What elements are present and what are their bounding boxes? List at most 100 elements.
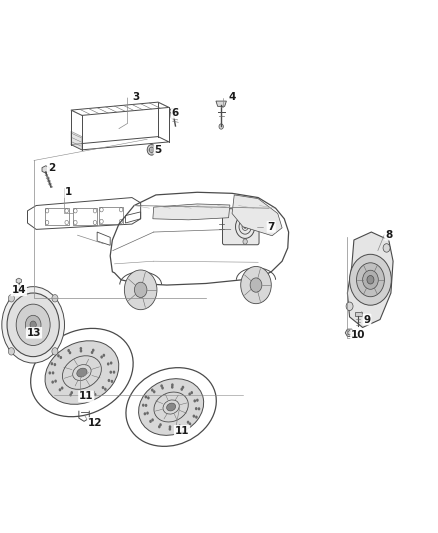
Text: 6: 6 [172, 108, 179, 118]
Text: 13: 13 [27, 328, 41, 338]
Ellipse shape [77, 368, 87, 377]
Text: 14: 14 [11, 285, 26, 295]
Circle shape [104, 387, 106, 391]
Circle shape [61, 386, 64, 390]
Circle shape [350, 254, 391, 305]
Circle shape [357, 263, 385, 297]
Circle shape [198, 407, 200, 410]
Polygon shape [216, 101, 226, 107]
Circle shape [53, 363, 56, 366]
Ellipse shape [138, 378, 204, 435]
Circle shape [147, 397, 150, 400]
Circle shape [219, 124, 223, 129]
Circle shape [191, 391, 193, 394]
Circle shape [160, 384, 163, 387]
Circle shape [144, 412, 146, 415]
Ellipse shape [163, 400, 179, 414]
Circle shape [145, 404, 147, 407]
Circle shape [193, 415, 195, 418]
Circle shape [102, 354, 105, 357]
Circle shape [142, 403, 145, 407]
Circle shape [149, 420, 152, 423]
Circle shape [81, 395, 84, 398]
Circle shape [195, 416, 198, 419]
Circle shape [158, 425, 161, 429]
Circle shape [179, 426, 182, 430]
Circle shape [94, 393, 96, 396]
Circle shape [52, 295, 58, 302]
Polygon shape [232, 195, 282, 236]
Text: 7: 7 [268, 222, 275, 232]
Circle shape [346, 302, 353, 311]
Circle shape [187, 421, 189, 424]
Circle shape [169, 425, 171, 429]
Circle shape [2, 287, 64, 363]
Circle shape [107, 362, 110, 366]
Circle shape [113, 370, 115, 374]
Polygon shape [153, 204, 230, 220]
Circle shape [189, 422, 191, 425]
Text: 9: 9 [364, 314, 371, 325]
Polygon shape [42, 166, 49, 173]
Circle shape [363, 270, 378, 289]
Circle shape [367, 276, 374, 284]
Circle shape [81, 393, 84, 395]
Ellipse shape [45, 341, 119, 405]
Circle shape [67, 349, 70, 352]
Circle shape [8, 295, 14, 302]
Circle shape [241, 266, 271, 304]
Text: 12: 12 [88, 418, 102, 428]
Circle shape [8, 348, 14, 355]
Text: 10: 10 [351, 330, 366, 341]
Circle shape [383, 244, 390, 252]
Text: 2: 2 [48, 164, 55, 173]
Text: 3: 3 [133, 92, 140, 102]
Ellipse shape [73, 365, 91, 381]
Circle shape [161, 386, 164, 390]
Circle shape [159, 423, 162, 426]
Ellipse shape [166, 403, 176, 411]
Circle shape [111, 380, 113, 383]
Circle shape [243, 209, 247, 215]
Text: 11: 11 [175, 426, 189, 436]
Circle shape [182, 386, 184, 389]
Circle shape [100, 356, 103, 359]
Text: 5: 5 [155, 145, 162, 155]
FancyBboxPatch shape [223, 209, 259, 245]
Circle shape [54, 379, 57, 383]
Circle shape [178, 424, 181, 427]
Circle shape [194, 399, 196, 402]
Circle shape [69, 393, 72, 397]
Circle shape [171, 385, 173, 389]
Circle shape [50, 362, 53, 365]
Circle shape [250, 278, 262, 292]
Circle shape [102, 386, 104, 389]
Text: 8: 8 [385, 230, 392, 240]
Circle shape [153, 390, 155, 393]
Circle shape [7, 293, 59, 357]
Circle shape [180, 387, 183, 391]
Circle shape [110, 370, 112, 374]
Circle shape [134, 282, 147, 297]
Text: 4: 4 [228, 92, 236, 102]
Circle shape [92, 391, 95, 394]
Circle shape [25, 316, 41, 334]
Circle shape [80, 349, 82, 352]
Circle shape [91, 351, 93, 354]
Polygon shape [347, 232, 393, 327]
Circle shape [151, 418, 154, 422]
Circle shape [16, 304, 50, 345]
Polygon shape [355, 312, 362, 316]
Ellipse shape [154, 392, 188, 422]
Circle shape [196, 399, 199, 402]
Circle shape [110, 361, 113, 365]
Circle shape [243, 239, 247, 244]
Circle shape [145, 395, 147, 399]
Circle shape [147, 144, 156, 155]
Circle shape [57, 354, 60, 358]
Circle shape [60, 356, 62, 359]
Circle shape [188, 392, 191, 395]
Circle shape [59, 388, 61, 391]
Polygon shape [71, 131, 82, 150]
Circle shape [69, 351, 71, 354]
